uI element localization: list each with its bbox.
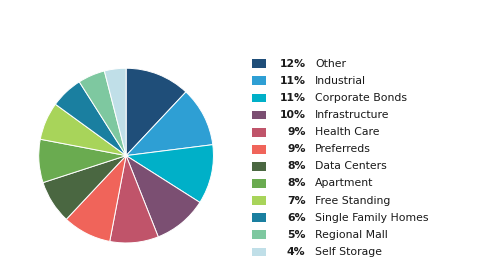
Text: 6%: 6%	[287, 213, 305, 223]
FancyBboxPatch shape	[252, 94, 265, 102]
Text: Preferreds: Preferreds	[315, 144, 370, 154]
Text: Data Centers: Data Centers	[315, 161, 386, 171]
Wedge shape	[126, 68, 185, 156]
FancyBboxPatch shape	[252, 111, 265, 119]
Text: Other: Other	[315, 59, 346, 69]
Text: 12%: 12%	[279, 59, 305, 69]
Text: 9%: 9%	[287, 127, 305, 137]
FancyBboxPatch shape	[252, 248, 265, 256]
Text: Health Care: Health Care	[315, 127, 379, 137]
FancyBboxPatch shape	[252, 213, 265, 222]
Wedge shape	[109, 156, 158, 243]
FancyBboxPatch shape	[252, 145, 265, 154]
Wedge shape	[126, 156, 199, 237]
Wedge shape	[40, 104, 126, 156]
Text: Apartment: Apartment	[315, 179, 373, 188]
Wedge shape	[79, 71, 126, 156]
FancyBboxPatch shape	[252, 128, 265, 136]
Text: 11%: 11%	[279, 93, 305, 103]
FancyBboxPatch shape	[252, 59, 265, 68]
Wedge shape	[66, 156, 126, 241]
FancyBboxPatch shape	[252, 162, 265, 171]
Wedge shape	[126, 145, 213, 202]
Wedge shape	[39, 139, 126, 183]
Text: 8%: 8%	[287, 179, 305, 188]
FancyBboxPatch shape	[252, 230, 265, 239]
Text: 7%: 7%	[287, 195, 305, 206]
Text: Regional Mall: Regional Mall	[315, 230, 387, 240]
Wedge shape	[43, 156, 126, 219]
Text: Sector Diversification: Sector Diversification	[6, 13, 208, 31]
Text: Free Standing: Free Standing	[315, 195, 390, 206]
Text: 10%: 10%	[279, 110, 305, 120]
Text: Single Family Homes: Single Family Homes	[315, 213, 428, 223]
Text: 8%: 8%	[287, 161, 305, 171]
Text: 4%: 4%	[287, 247, 305, 257]
FancyBboxPatch shape	[252, 179, 265, 188]
FancyBboxPatch shape	[252, 76, 265, 85]
Text: 5%: 5%	[287, 230, 305, 240]
Text: 11%: 11%	[279, 76, 305, 86]
Text: Industrial: Industrial	[315, 76, 365, 86]
Wedge shape	[55, 82, 126, 156]
Text: Self Storage: Self Storage	[315, 247, 381, 257]
Text: 9%: 9%	[287, 144, 305, 154]
Text: Corporate Bonds: Corporate Bonds	[315, 93, 407, 103]
FancyBboxPatch shape	[252, 196, 265, 205]
Wedge shape	[126, 92, 212, 156]
Text: Infrastructure: Infrastructure	[315, 110, 389, 120]
Wedge shape	[104, 68, 126, 156]
